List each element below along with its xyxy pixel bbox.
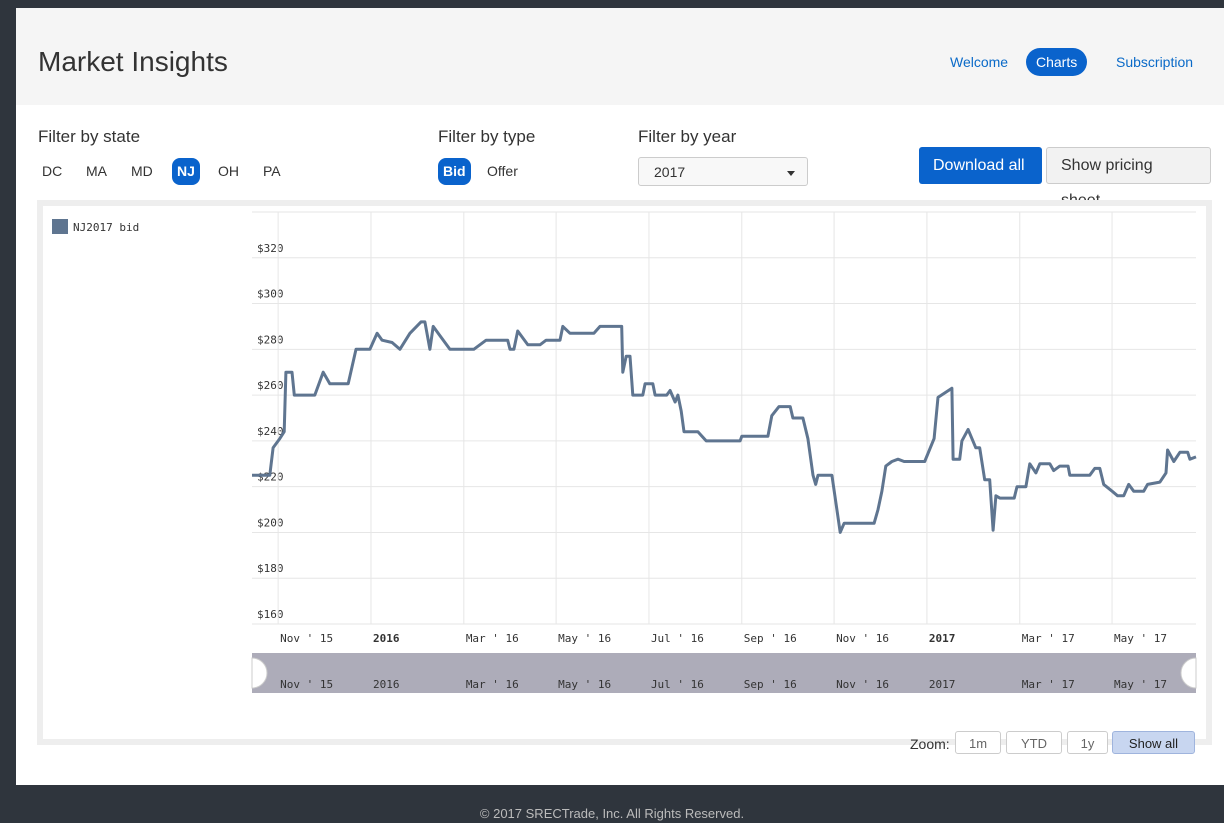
x-tick-label: Sep ' 16 [744,632,797,645]
navigator-label: 2016 [373,678,400,691]
navigator-label: Jul ' 16 [651,678,704,691]
navigator-label: Mar ' 17 [1022,678,1075,691]
navigator-label: Mar ' 16 [466,678,519,691]
state-option[interactable]: DC [42,163,63,179]
footer: © 2017 SRECTrade, Inc. All Rights Reserv… [479,806,745,821]
y-tick-label: $320 [257,242,284,255]
zoom-button[interactable]: YTD [1006,731,1062,754]
header [16,8,1224,105]
state-option[interactable]: MA [86,163,107,179]
navigator-label: Sep ' 16 [744,678,797,691]
zoom-button[interactable]: 1m [955,731,1001,754]
y-tick-label: $160 [257,608,284,621]
state-option[interactable]: PA [263,163,281,179]
legend-label: NJ2017 bid [73,221,139,234]
navigator-handle [251,657,268,689]
x-tick-label: May ' 17 [1114,632,1167,645]
filter-label: Filter by type [438,127,536,146]
chart-area [43,206,1206,739]
year-select[interactable] [638,157,808,186]
y-tick-label: $260 [257,379,284,392]
page-title: Market Insights [38,46,228,77]
x-tick-label: Nov ' 15 [280,632,333,645]
y-tick-label: $300 [257,288,284,301]
nav-link[interactable]: Charts [1026,48,1088,76]
nav-link[interactable]: Subscription [1116,54,1194,70]
download-button[interactable]: Download all [919,147,1042,184]
navigator-label: Nov ' 16 [836,678,889,691]
y-tick-label: $180 [257,562,284,575]
filter-label: Filter by state [38,127,141,146]
type-option[interactable]: Offer [487,163,518,179]
y-tick-label: $240 [257,425,284,438]
state-option[interactable]: OH [218,163,239,179]
zoom-button[interactable]: Show all [1112,731,1195,754]
navigator-handle [1180,657,1197,689]
state-option[interactable]: MD [131,163,153,179]
caret [787,171,795,176]
x-tick-label: 2017 [929,632,956,645]
navigator-label: Nov ' 15 [280,678,333,691]
navigator-label: May ' 16 [558,678,611,691]
legend-swatch [52,219,68,234]
x-tick-label: May ' 16 [558,632,611,645]
series-line [252,320,1197,534]
zoom-button[interactable]: 1y [1067,731,1108,754]
y-tick-label: $200 [257,516,284,529]
x-tick-label: 2016 [373,632,400,645]
nav-link[interactable]: Welcome [950,54,1009,70]
x-tick-label: Nov ' 16 [836,632,889,645]
y-tick-label: $280 [257,333,284,346]
type-option[interactable]: Bid [438,158,471,185]
filter-label: Filter by year [638,127,737,146]
state-option[interactable]: NJ [172,158,200,185]
x-tick-label: Mar ' 16 [466,632,519,645]
navigator-label: May ' 17 [1114,678,1167,691]
x-tick-label: Mar ' 17 [1022,632,1075,645]
navigator-label: 2017 [929,678,956,691]
year-value: 2017 [654,164,686,180]
pricing-button[interactable]: Show pricing sheet [1046,147,1211,209]
navigator [252,653,1196,693]
x-tick-label: Jul ' 16 [651,632,704,645]
zoom-label: Zoom: [910,736,950,752]
